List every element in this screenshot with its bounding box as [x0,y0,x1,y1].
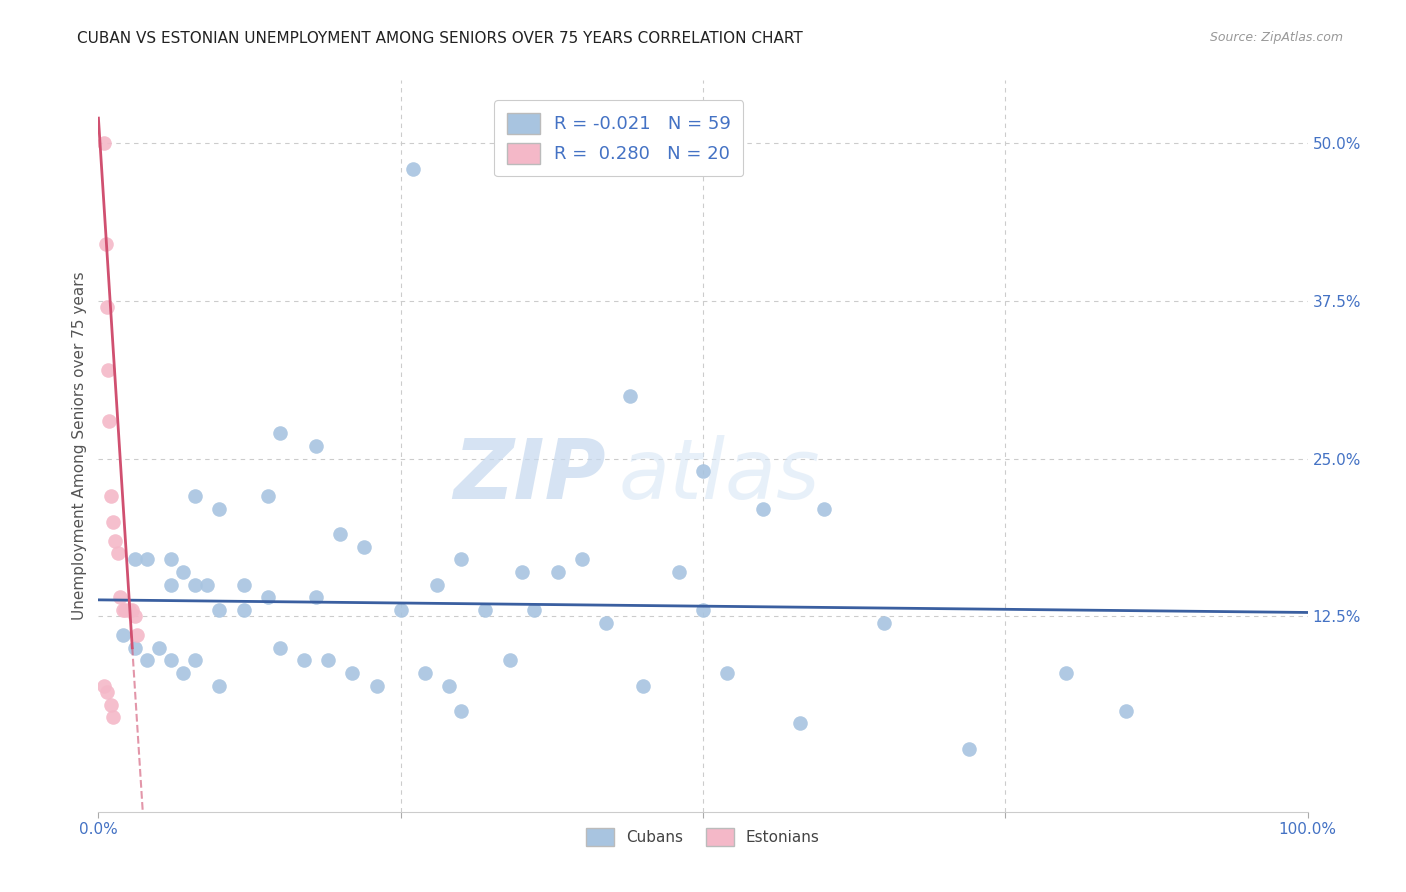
Point [97,363,120,377]
Point [450,552,472,566]
Point [121,603,143,617]
Point [104,533,127,548]
Point [160,578,183,592]
Point [208,502,231,516]
Point [101,515,124,529]
Point [195,578,218,592]
Point [101,710,124,724]
Point [389,603,412,617]
Point [184,653,207,667]
Point [124,609,146,624]
Point [413,665,436,680]
Point [135,552,157,566]
Point [96,685,118,699]
Point [111,628,134,642]
Point [256,591,278,605]
Point [353,540,375,554]
Point [98,414,121,428]
Point [692,464,714,478]
Point [474,603,496,617]
Point [1115,704,1137,718]
Point [305,439,328,453]
Point [135,653,157,667]
Point [437,679,460,693]
Point [232,603,254,617]
Point [94,237,117,252]
Point [329,527,352,541]
Point [184,578,207,592]
Point [256,490,278,504]
Point [498,653,520,667]
Point [316,653,339,667]
Point [305,591,328,605]
Point [269,426,291,441]
Point [127,628,149,642]
Point [510,565,533,579]
Point [957,741,980,756]
Point [100,698,122,712]
Text: ZIP: ZIP [454,434,606,516]
Point [93,679,115,693]
Point [124,552,146,566]
Point [813,502,835,516]
Point [752,502,775,516]
Point [208,679,231,693]
Point [789,716,811,731]
Point [184,490,207,504]
Legend: Cubans, Estonians: Cubans, Estonians [581,822,825,852]
Point [1054,665,1077,680]
Point [96,300,118,314]
Point [523,603,546,617]
Text: Source: ZipAtlas.com: Source: ZipAtlas.com [1209,31,1343,45]
Point [172,565,194,579]
Point [100,490,122,504]
Point [172,665,194,680]
Point [232,578,254,592]
Point [111,603,134,617]
Point [107,546,129,560]
Point [118,603,141,617]
Point [571,552,593,566]
Point [692,603,714,617]
Point [269,640,291,655]
Point [595,615,617,630]
Point [114,603,136,617]
Point [547,565,569,579]
Point [148,640,170,655]
Y-axis label: Unemployment Among Seniors over 75 years: Unemployment Among Seniors over 75 years [72,272,87,620]
Point [124,640,146,655]
Point [208,603,231,617]
Point [631,679,654,693]
Point [108,591,131,605]
Point [450,704,472,718]
Text: CUBAN VS ESTONIAN UNEMPLOYMENT AMONG SENIORS OVER 75 YEARS CORRELATION CHART: CUBAN VS ESTONIAN UNEMPLOYMENT AMONG SEN… [77,31,803,46]
Point [873,615,896,630]
Point [716,665,738,680]
Point [366,679,388,693]
Point [160,552,183,566]
Point [619,388,641,402]
Point [426,578,449,592]
Point [93,136,115,151]
Point [668,565,690,579]
Point [342,665,364,680]
Text: atlas: atlas [619,434,820,516]
Point [160,653,183,667]
Point [292,653,315,667]
Point [402,161,425,176]
